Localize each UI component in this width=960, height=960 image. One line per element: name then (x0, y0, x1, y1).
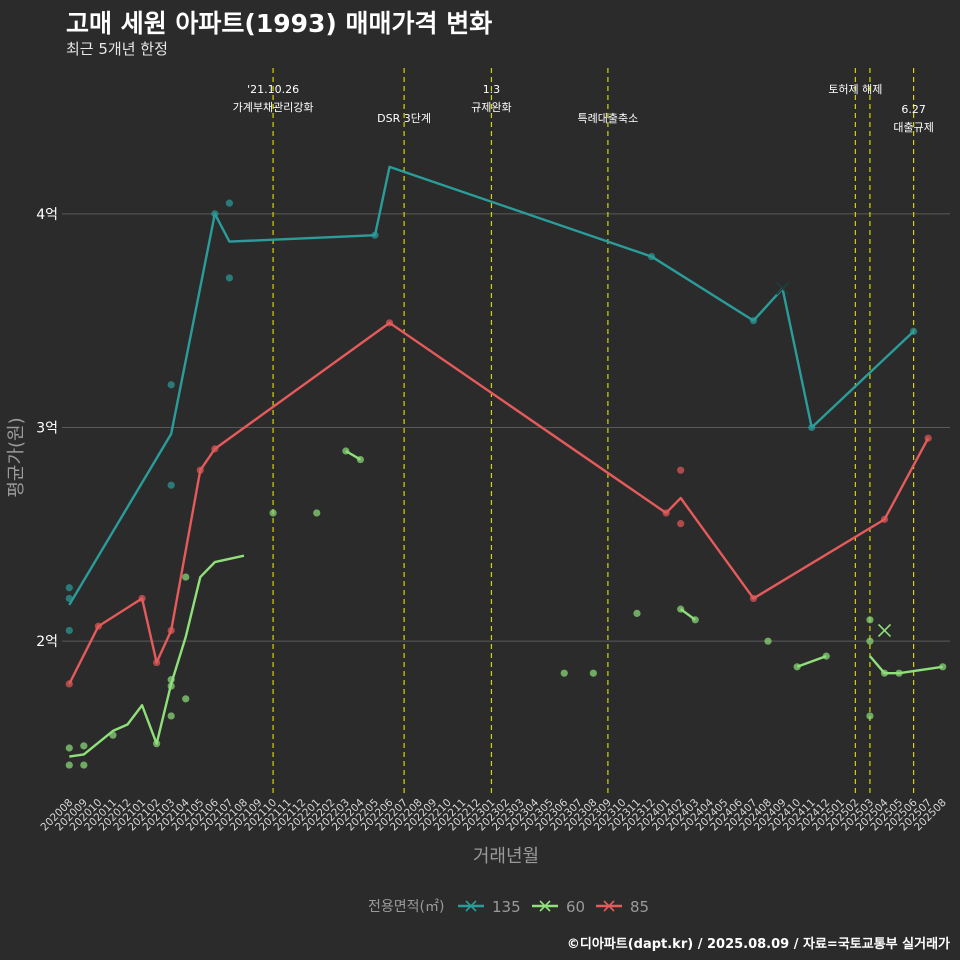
y-tick-label: 4억 (36, 207, 58, 223)
chart-subtitle: 최근 5개년 한정 (66, 40, 168, 58)
series-60-point (182, 695, 190, 703)
legend-label: 60 (566, 898, 585, 916)
series-60-cancelled-marker (877, 623, 892, 638)
series-135-point (65, 626, 73, 635)
series-135-point (371, 231, 379, 239)
policy-annotation: 토허제 해제 (828, 82, 882, 96)
series-60-point (880, 669, 889, 677)
y-tick-label: 2억 (36, 634, 58, 650)
y-tick-label: 3억 (36, 421, 58, 437)
policy-annotation: DSR 3단계 (377, 112, 431, 125)
series-60-point (866, 712, 874, 720)
series-60-point (80, 761, 88, 769)
chart-title: 고매 세원 아파트(1993) 매매가격 변화 (66, 9, 493, 38)
series-60-point (895, 669, 903, 677)
legend-key-marker (539, 900, 551, 912)
series-60-point (109, 731, 117, 739)
source-caption: ©디아파트(dapt.kr) / 2025.08.09 / 자료=국토교통부 실… (566, 937, 950, 952)
series-60-point (764, 637, 772, 645)
series-85-point (65, 680, 73, 688)
legend-label: 135 (492, 898, 521, 916)
series-60-point (167, 712, 175, 720)
x-axis-title: 거래년월 (473, 846, 539, 867)
series-60-point (356, 455, 365, 464)
series-85-line (68, 321, 930, 685)
legend: 전용면적(㎡) 135 60 85 (368, 898, 649, 916)
series-135-point (65, 584, 73, 592)
policy-annotation: 1.3 (483, 83, 501, 96)
series-135-point (749, 317, 758, 325)
series-60-point (269, 509, 277, 517)
series-85-point (196, 466, 204, 474)
series-85-point (94, 622, 102, 630)
series-60-point (589, 669, 597, 677)
series-60-point (633, 609, 641, 617)
series-135-point (225, 274, 234, 282)
y-axis-title: 평균가(원) (6, 417, 27, 497)
series-135-point (167, 481, 175, 489)
legend-key-marker (603, 900, 615, 912)
policy-annotation: 가계부채관리강화 (233, 101, 314, 114)
series-60-point (167, 676, 175, 684)
series-60-line (69, 554, 245, 758)
series-135-point (211, 210, 219, 218)
series-135-line (68, 165, 915, 606)
series-60-line (796, 654, 827, 668)
series-60-point (822, 652, 830, 660)
policy-annotation: 특례대출축소 (578, 112, 639, 125)
series-60-point (153, 740, 161, 748)
legend-label: 85 (630, 898, 649, 916)
series-85-point (211, 445, 219, 453)
policy-annotation: 규제완화 (471, 101, 511, 114)
series-85-point (167, 626, 175, 635)
legend-title: 전용면적(㎡) (368, 899, 444, 915)
series-60-point (560, 669, 568, 677)
series-85-point (385, 319, 394, 327)
series-60-point (313, 509, 321, 517)
policy-annotation: 대출규제 (893, 121, 933, 134)
series-60-point (342, 447, 350, 455)
series-60-point (866, 637, 874, 645)
series-60-point (65, 761, 73, 769)
series-60-line (869, 655, 943, 675)
series-135-cancelled-marker (776, 282, 790, 296)
series-85-point (677, 466, 685, 474)
series-60-point (866, 616, 874, 624)
series-85-point (662, 509, 670, 517)
series-60-point (65, 744, 73, 752)
series-60-point (691, 616, 699, 624)
series-135-point (65, 594, 73, 603)
series-85-point (924, 434, 932, 442)
series-85-point (880, 515, 889, 523)
series-135-point (808, 423, 816, 432)
series-135-point (910, 327, 918, 335)
series-60-point (677, 605, 685, 613)
legend-key-marker (465, 900, 477, 912)
series-85-point (677, 520, 685, 528)
policy-annotation: '21.10.26 (247, 83, 299, 96)
series-60-point (182, 573, 190, 581)
series-85-point (138, 594, 146, 603)
series-135-point (225, 199, 234, 207)
series-60-point (793, 663, 801, 671)
series-60-point (939, 663, 947, 671)
series-85-point (749, 594, 758, 603)
series-135-point (647, 252, 656, 261)
series-60-point (80, 742, 88, 750)
series-135-point (167, 381, 175, 389)
policy-annotation: 6.27 (901, 103, 926, 116)
series-85-point (153, 658, 161, 667)
series-60-point (167, 682, 175, 690)
